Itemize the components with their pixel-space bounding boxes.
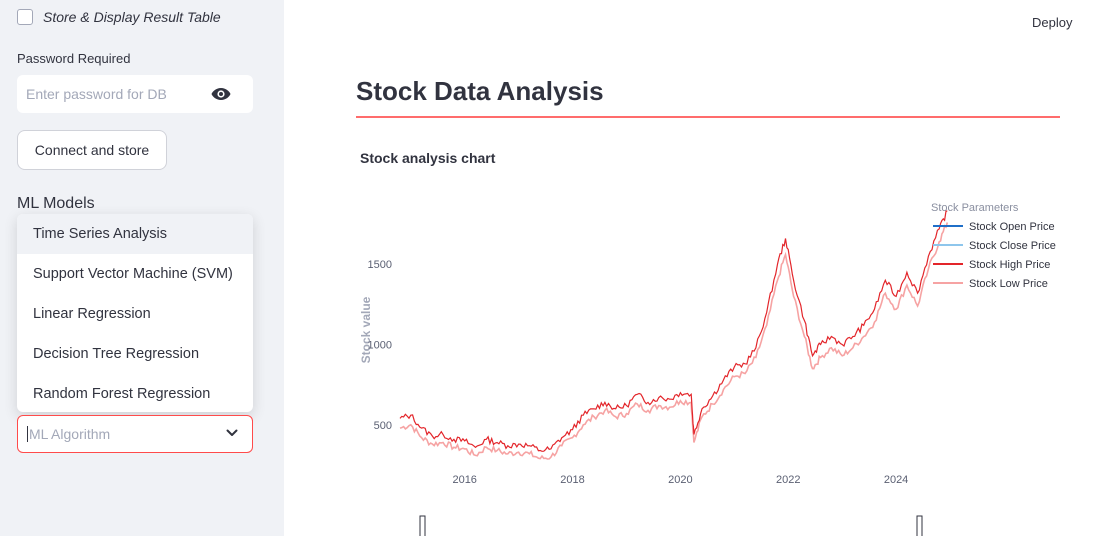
- y-tick-label: 1000: [368, 340, 392, 352]
- y-tick-label: 500: [374, 420, 392, 432]
- x-tick-label: 2024: [884, 474, 908, 486]
- text-cursor: [27, 426, 28, 442]
- legend-open-label[interactable]: Stock Open Price: [969, 221, 1055, 233]
- series-high-price: [399, 210, 948, 452]
- ml-algorithm-select[interactable]: ML Algorithm: [17, 415, 253, 453]
- title-divider: [356, 116, 1060, 118]
- password-placeholder: Enter password for DB: [26, 86, 167, 102]
- legend-title: Stock Parameters: [931, 202, 1019, 214]
- x-axis-ticks: 2016 2018 2020 2022 2024: [452, 474, 908, 486]
- chart-series: [399, 210, 949, 460]
- legend-high-label[interactable]: Stock High Price: [969, 259, 1050, 271]
- x-tick-label: 2020: [668, 474, 692, 486]
- x-tick-label: 2016: [452, 474, 476, 486]
- x-tick-label: 2022: [776, 474, 800, 486]
- dropdown-option-random-forest[interactable]: Random Forest Regression: [33, 386, 211, 402]
- select-placeholder: ML Algorithm: [29, 426, 111, 442]
- page-title: Stock Data Analysis: [356, 76, 604, 106]
- y-axis-ticks: 500 1000 1500: [368, 259, 392, 432]
- chevron-down-icon[interactable]: [226, 429, 238, 437]
- dropdown-option-time-series[interactable]: Time Series Analysis: [17, 214, 253, 254]
- connect-and-store-button[interactable]: Connect and store: [17, 130, 167, 170]
- password-label: Password Required: [17, 51, 131, 66]
- y-tick-label: 1500: [368, 259, 392, 271]
- store-display-checkbox[interactable]: [17, 9, 33, 25]
- dropdown-option-decision-tree[interactable]: Decision Tree Regression: [33, 346, 200, 362]
- series-low-price: [399, 222, 949, 460]
- legend-low-label[interactable]: Stock Low Price: [969, 278, 1048, 290]
- chart-title: Stock analysis chart: [360, 150, 496, 166]
- range-slider-right-handle[interactable]: [916, 515, 923, 536]
- eye-icon[interactable]: [211, 87, 231, 101]
- dropdown-option-svm[interactable]: Support Vector Machine (SVM): [33, 266, 233, 282]
- ml-algorithm-dropdown-menu: Time Series Analysis Support Vector Mach…: [17, 214, 253, 412]
- legend-close-label[interactable]: Stock Close Price: [969, 240, 1056, 252]
- range-slider-left-handle[interactable]: [419, 515, 426, 536]
- y-axis-label: Stock value: [359, 296, 373, 363]
- deploy-button[interactable]: Deploy: [1032, 15, 1073, 30]
- store-display-checkbox-row[interactable]: Store & Display Result Table: [17, 9, 221, 25]
- sidebar: Store & Display Result Table Password Re…: [0, 0, 284, 536]
- dropdown-option-linear-regression[interactable]: Linear Regression: [33, 306, 151, 322]
- checkbox-label: Store & Display Result Table: [43, 9, 221, 25]
- stock-line-chart[interactable]: Stock value 500 1000 1500 2016 2018 2020 2022…: [300, 190, 1094, 536]
- ml-models-heading: ML Models: [17, 195, 95, 212]
- x-tick-label: 2018: [560, 474, 584, 486]
- password-field[interactable]: Enter password for DB: [17, 75, 253, 113]
- range-slider[interactable]: [419, 515, 923, 536]
- chart-legend: Stock Parameters Stock Open Price Stock Cl…: [931, 202, 1056, 290]
